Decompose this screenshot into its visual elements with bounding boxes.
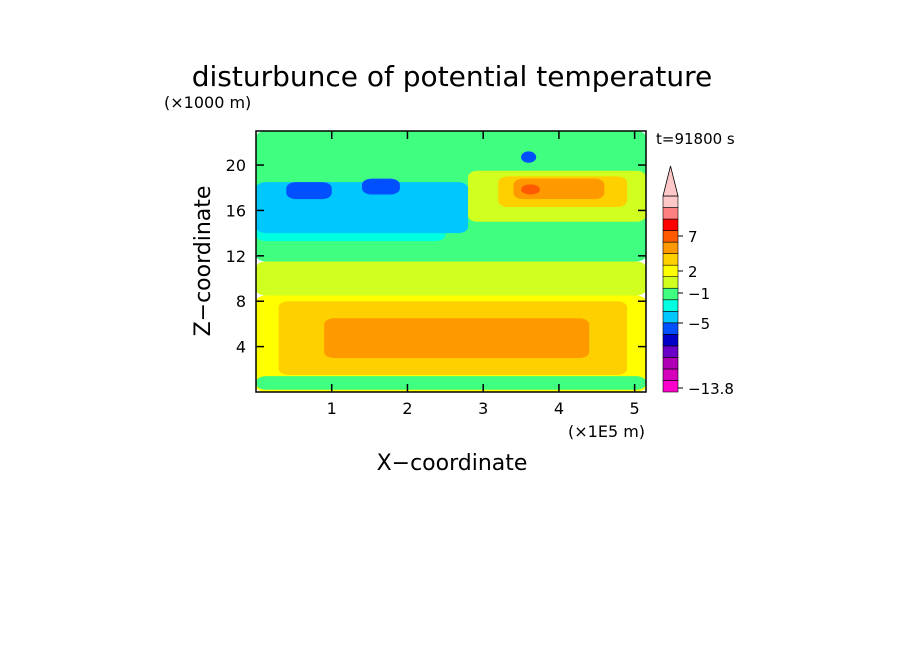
contour-region — [521, 184, 540, 195]
x-axis-label: X−coordinate — [377, 451, 528, 476]
time-label: t=91800 s — [656, 130, 735, 148]
y-axis-label: Z−coordinate — [191, 186, 216, 337]
y-tick-label: 20 — [226, 156, 246, 175]
y-tick-label: 12 — [226, 247, 246, 266]
colorbar-swatch — [662, 218, 679, 231]
contour-region — [286, 182, 332, 200]
contour-region — [521, 151, 537, 163]
plot-frame — [255, 130, 647, 393]
colorbar-swatch — [662, 264, 679, 278]
colorbar-swatch — [662, 357, 679, 370]
x-tick-label: 4 — [554, 399, 564, 418]
y-tick-label: 4 — [236, 338, 246, 357]
x-axis: 1 2 3 4 5 — [327, 131, 640, 418]
x-tick-label: 1 — [327, 399, 337, 418]
y-axis: 4 8 12 16 20 — [226, 156, 646, 357]
colorbar-swatch — [662, 207, 679, 220]
colorbar-swatch — [662, 276, 679, 289]
x-tick-label: 3 — [478, 399, 488, 418]
colorbar: 7 2 −1 −5 −13.8 — [662, 165, 734, 398]
colorbar-swatch — [662, 368, 679, 381]
y-unit-label: (×1000 m) — [164, 93, 251, 112]
colorbar-tick-label: −1 — [688, 285, 710, 303]
contour-region — [362, 178, 400, 195]
contour-region — [324, 318, 590, 358]
colorbar-swatch — [662, 310, 679, 324]
colorbar-swatch — [662, 287, 679, 301]
x-tick-label: 5 — [630, 399, 640, 418]
colorbar-swatch — [662, 334, 679, 347]
x-unit-label: (×1E5 m) — [568, 422, 645, 441]
colorbar-swatch — [662, 253, 679, 266]
colorbar-tick-label: 2 — [688, 263, 698, 281]
colorbar-swatch — [662, 241, 679, 254]
colorbar-extension-arrow — [662, 165, 679, 197]
chart-title: disturbunce of potential temperature — [192, 60, 713, 93]
y-tick-label: 16 — [226, 201, 246, 220]
colorbar-swatch — [662, 345, 679, 358]
y-tick-label: 8 — [236, 292, 246, 311]
colorbar-swatch — [662, 230, 679, 243]
contour-region — [301, 148, 408, 166]
colorbar-swatch — [662, 299, 679, 312]
colorbar-swatch — [662, 195, 679, 208]
plot-area — [256, 131, 646, 392]
x-tick-label: 2 — [402, 399, 412, 418]
colorbar-swatch — [662, 322, 679, 335]
contour-region — [256, 261, 646, 296]
contour-region — [256, 376, 646, 390]
contour-region — [513, 178, 605, 200]
colorbar-tick-label: −13.8 — [688, 380, 734, 398]
colorbar-tick-label: −5 — [688, 315, 710, 333]
colorbar-swatch — [662, 380, 679, 393]
colorbar-tick-label: 7 — [688, 228, 698, 246]
